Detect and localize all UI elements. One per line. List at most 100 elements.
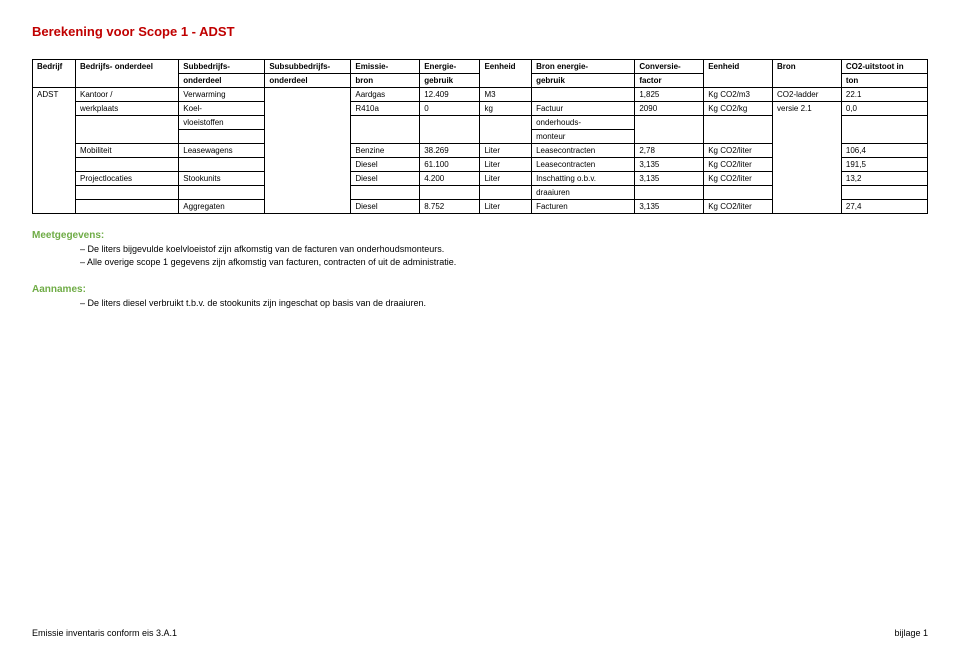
- cell: M3: [480, 88, 532, 102]
- cell: 3,135: [635, 158, 704, 172]
- cell: Inschatting o.b.v.: [532, 172, 635, 186]
- cell: [179, 186, 265, 200]
- cell: Leasecontracten: [532, 144, 635, 158]
- cell: Liter: [480, 172, 532, 186]
- cell: [76, 158, 179, 172]
- cell: Kg CO2/liter: [704, 158, 773, 172]
- meet-list: De liters bijgevulde koelvloeistof zijn …: [32, 243, 928, 268]
- cell: Kg CO2/kg: [704, 102, 773, 116]
- cell: [841, 116, 927, 144]
- cell: 1,825: [635, 88, 704, 102]
- footer-left: Emissie inventaris conform eis 3.A.1: [32, 628, 177, 638]
- footer: Emissie inventaris conform eis 3.A.1 bij…: [32, 628, 928, 638]
- cell: werkplaats: [76, 102, 179, 116]
- table-row: ADST Kantoor / Verwarming Aardgas 12.409…: [33, 88, 928, 102]
- table-header-row-1: Bedrijf Bedrijfs- onderdeel Subbedrijfs-…: [33, 60, 928, 74]
- cell: Projectlocaties: [76, 172, 179, 186]
- cell: Kantoor /: [76, 88, 179, 102]
- cell: kg: [480, 102, 532, 116]
- col-co2-bot: ton: [841, 74, 927, 88]
- col-conversie-top: Conversie-: [635, 60, 704, 74]
- cell: 0: [420, 102, 480, 116]
- col-bronenergie-top: Bron energie-: [532, 60, 635, 74]
- meet-heading: Meetgegevens:: [32, 230, 928, 241]
- cell: versie 2.1: [773, 102, 842, 214]
- cell: [420, 186, 480, 200]
- cell: Stookunits: [179, 172, 265, 186]
- col-co2-top: CO2-uitstoot in: [841, 60, 927, 74]
- cell: [76, 200, 179, 214]
- cell: 3,135: [635, 172, 704, 186]
- col-subsub-bot: onderdeel: [265, 74, 351, 88]
- cell: 27,4: [841, 200, 927, 214]
- cell-bedrijf: ADST: [33, 88, 76, 214]
- cell: 13,2: [841, 172, 927, 186]
- col-sub-top: Subbedrijfs-: [179, 60, 265, 74]
- col-conversie-bot: factor: [635, 74, 704, 88]
- cell: [480, 186, 532, 200]
- col-bron: Bron: [773, 60, 842, 88]
- page-title: Berekening voor Scope 1 - ADST: [32, 24, 928, 39]
- cell: draaiuren: [532, 186, 635, 200]
- col-subsub-top: Subsubbedrijfs-: [265, 60, 351, 74]
- cell: [76, 116, 179, 144]
- cell: Facturen: [532, 200, 635, 214]
- cell: [179, 158, 265, 172]
- cell: Diesel: [351, 158, 420, 172]
- cell: [635, 116, 704, 144]
- col-onderdeel: Bedrijfs- onderdeel: [76, 60, 179, 88]
- cell: [179, 130, 265, 144]
- cell: 61.100: [420, 158, 480, 172]
- cell: Liter: [480, 200, 532, 214]
- cell: [532, 88, 635, 102]
- cell: [635, 186, 704, 200]
- cell: Factuur: [532, 102, 635, 116]
- col-emissie-bot: bron: [351, 74, 420, 88]
- cell: monteur: [532, 130, 635, 144]
- cell: [351, 116, 420, 144]
- cell: Mobiliteit: [76, 144, 179, 158]
- cell: [76, 186, 179, 200]
- aannames-heading: Aannames:: [32, 284, 928, 295]
- col-bronenergie-bot: gebruik: [532, 74, 635, 88]
- cell: vloeistoffen: [179, 116, 265, 130]
- cell: 2090: [635, 102, 704, 116]
- cell: Kg CO2/m3: [704, 88, 773, 102]
- cell: [351, 186, 420, 200]
- footer-right: bijlage 1: [894, 628, 928, 638]
- cell: 3,135: [635, 200, 704, 214]
- cell: Benzine: [351, 144, 420, 158]
- cell: R410a: [351, 102, 420, 116]
- cell: Koel-: [179, 102, 265, 116]
- col-eenheid2: Eenheid: [704, 60, 773, 88]
- cell: 2,78: [635, 144, 704, 158]
- cell: Leasewagens: [179, 144, 265, 158]
- cell: Kg CO2/liter: [704, 172, 773, 186]
- cell: onderhouds-: [532, 116, 635, 130]
- col-energie-bot: gebruik: [420, 74, 480, 88]
- list-item: De liters diesel verbruikt t.b.v. de sto…: [80, 297, 928, 310]
- list-item: De liters bijgevulde koelvloeistof zijn …: [80, 243, 928, 256]
- col-bedrijf: Bedrijf: [33, 60, 76, 88]
- cell: 191,5: [841, 158, 927, 172]
- cell: Diesel: [351, 200, 420, 214]
- cell: 38.269: [420, 144, 480, 158]
- cell: Liter: [480, 158, 532, 172]
- cell: 0,0: [841, 102, 927, 116]
- cell: 4.200: [420, 172, 480, 186]
- cell: 12.409: [420, 88, 480, 102]
- cell: Aggregaten: [179, 200, 265, 214]
- scope-table: Bedrijf Bedrijfs- onderdeel Subbedrijfs-…: [32, 59, 928, 214]
- cell: [420, 116, 480, 144]
- cell-subsub: [265, 88, 351, 214]
- cell: Kg CO2/liter: [704, 144, 773, 158]
- col-sub-bot: onderdeel: [179, 74, 265, 88]
- cell: Leasecontracten: [532, 158, 635, 172]
- cell: Aardgas: [351, 88, 420, 102]
- cell: Kg CO2/liter: [704, 200, 773, 214]
- cell: [841, 186, 927, 200]
- cell: 22.1: [841, 88, 927, 102]
- cell: Verwarming: [179, 88, 265, 102]
- cell: [704, 186, 773, 200]
- col-emissie-top: Emissie-: [351, 60, 420, 74]
